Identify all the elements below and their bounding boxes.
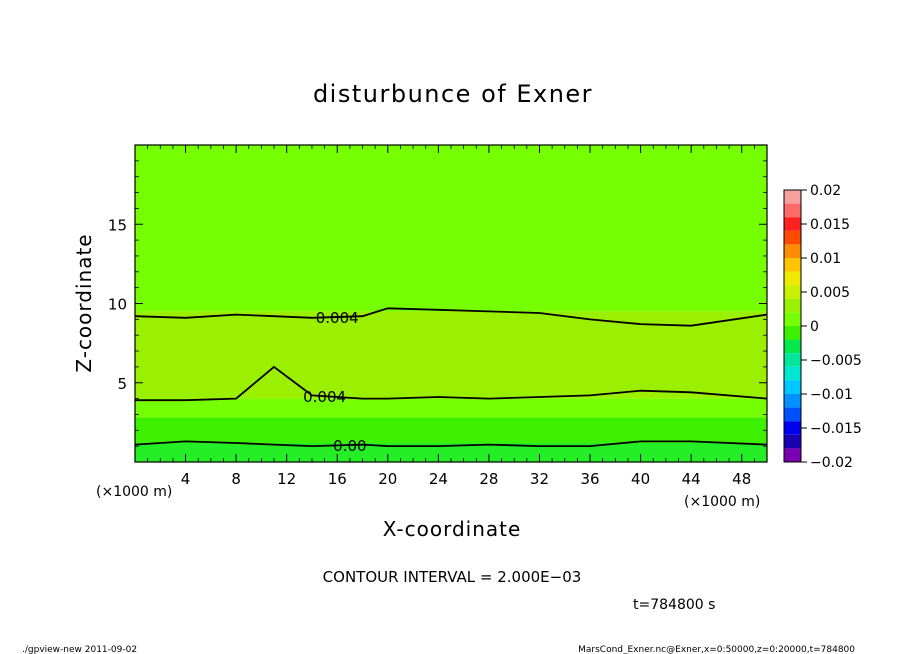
x-tick-label: 28 xyxy=(479,470,498,488)
colorbar-cell xyxy=(784,285,801,299)
x-tick-label: 36 xyxy=(580,470,599,488)
x-tick-label: 8 xyxy=(231,470,241,488)
x-tick-label: 44 xyxy=(682,470,701,488)
y-tick-label: 10 xyxy=(108,296,127,314)
time-stamp-text: t=784800 s xyxy=(633,597,715,613)
colorbar-cell xyxy=(784,271,801,286)
x-tick-label: 4 xyxy=(181,470,191,488)
colorbar-cell xyxy=(784,230,801,245)
colorbar-cell xyxy=(784,312,801,326)
contour-line-0 xyxy=(134,307,768,327)
y-tick-label: 15 xyxy=(108,216,127,234)
x-tick-label: 48 xyxy=(732,470,751,488)
x-tick-label: 12 xyxy=(277,470,296,488)
colorbar-cell xyxy=(784,448,801,462)
colorbar-cell xyxy=(784,298,801,313)
colorbar-cell xyxy=(784,353,801,367)
x-tick-label: 40 xyxy=(631,470,650,488)
contour-label-1: 0.004 xyxy=(303,388,346,406)
contour-line-1 xyxy=(135,365,768,402)
x-tick-label: 20 xyxy=(378,470,397,488)
colorbar-tick-label: −0.02 xyxy=(810,455,853,471)
y-axis-label: Z-coordinate xyxy=(72,233,96,372)
colorbar-cell xyxy=(784,407,801,422)
x-axis-label: X-coordinate xyxy=(383,517,522,541)
colorbar-cell xyxy=(784,339,801,354)
x-tick-label: 32 xyxy=(530,470,549,488)
colorbar-cell xyxy=(784,258,801,272)
colorbar-tick-label: 0.005 xyxy=(810,285,850,301)
colorbar-cell xyxy=(784,421,801,435)
field-band-1 xyxy=(135,311,767,399)
colorbar-tick-label: −0.01 xyxy=(810,387,853,403)
colorbar: 0.02 0.015 0.01 0.005 0 −0.005 −0.01 −0.015 −0.0… xyxy=(783,183,862,471)
colorbar-cell xyxy=(784,203,801,218)
field-band-2 xyxy=(135,398,767,418)
colorbar-tick-label: 0.01 xyxy=(810,251,841,267)
colorbar-cell xyxy=(784,366,801,381)
colorbar-cell xyxy=(784,380,801,394)
contour-label-2: 0.00 xyxy=(333,437,366,455)
x-tick-label: 16 xyxy=(328,470,347,488)
contour-interval-text: CONTOUR INTERVAL = 2.000E−03 xyxy=(323,568,582,586)
colorbar-tick-label: −0.005 xyxy=(810,353,862,369)
x-unit-label-left: (×1000 m) xyxy=(96,484,172,500)
colorbar-cell xyxy=(784,326,801,340)
colorbar-tick-label: 0 xyxy=(810,319,819,335)
colorbar-cell xyxy=(784,244,801,258)
colorbar-cell xyxy=(784,217,801,231)
colorbar-tick-label: −0.015 xyxy=(810,421,862,437)
y-tick-label: 5 xyxy=(117,375,127,393)
x-tick-label: 24 xyxy=(429,470,448,488)
footer-left-text: ./gpview-new 2011-09-02 xyxy=(22,645,137,654)
colorbar-cell xyxy=(784,434,801,449)
chart-title: disturbunce of Exner xyxy=(313,80,593,108)
footer-right-text: MarsCond_Exner.nc@Exner,x=0:50000,z=0:20… xyxy=(578,645,855,654)
colorbar-cell xyxy=(784,190,801,204)
field-band-4 xyxy=(135,442,767,462)
contour-label-0: 0.004 xyxy=(316,309,359,327)
field-band-0 xyxy=(135,145,767,312)
colorbar-tick-label: 0.015 xyxy=(810,217,850,233)
contour-line-2 xyxy=(134,440,768,448)
field-band-3 xyxy=(135,417,767,443)
colorbar-cell xyxy=(784,394,801,408)
colorbar-tick-label: 0.02 xyxy=(810,183,841,199)
x-unit-label-right: (×1000 m) xyxy=(684,494,760,510)
